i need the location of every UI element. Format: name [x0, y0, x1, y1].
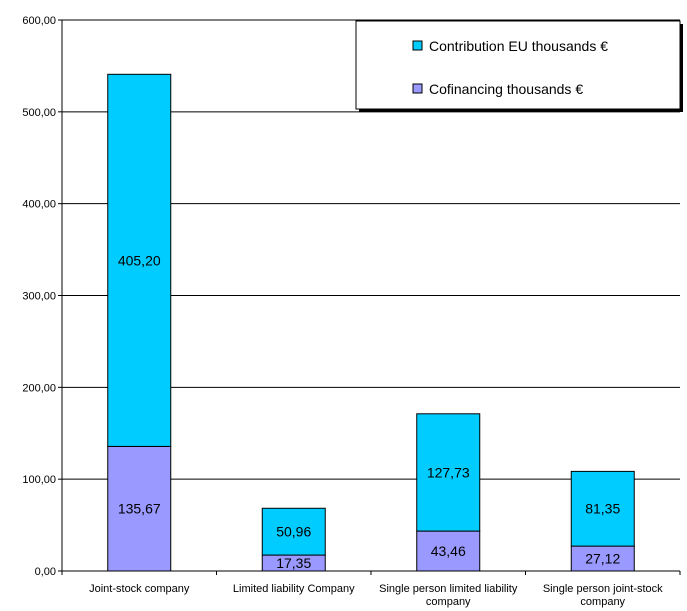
y-axis-ticks: 0,00 100,00 200,00 300,00 400,00 500,00 600,00 — [22, 15, 62, 578]
y-tick-label: 200,00 — [22, 382, 56, 394]
x-axis-labels: Joint-stock company Limited liability Com… — [61, 571, 681, 608]
data-label: 81,35 — [585, 501, 620, 517]
y-tick-label: 400,00 — [22, 199, 56, 211]
legend-label: Cofinancing thousands € — [429, 81, 583, 97]
legend-label: Contribution EU thousands € — [429, 38, 608, 54]
data-label: 50,96 — [276, 524, 311, 540]
bar-segment — [570, 470, 635, 547]
x-category-label: Limited liability Company — [233, 583, 355, 595]
y-tick-label: 0,00 — [35, 566, 56, 578]
x-category-label: Single person limited liability company — [379, 583, 518, 608]
bar-segment — [416, 413, 481, 532]
x-category-label: Single person joint-stock company — [543, 583, 663, 608]
data-label: 17,35 — [276, 555, 311, 571]
bar-segment — [261, 507, 326, 556]
y-tick-label: 600,00 — [22, 15, 56, 27]
bar-segment — [107, 73, 172, 447]
y-tick-label: 300,00 — [22, 291, 56, 303]
data-label: 405,20 — [118, 252, 161, 268]
bars: 135,67 405,20 17,35 50,96 43,46 127,73 27,12 81… — [107, 73, 635, 572]
data-label: 135,67 — [118, 501, 161, 517]
y-tick-label: 100,00 — [22, 474, 56, 486]
legend-swatch — [412, 40, 423, 51]
legend-box — [355, 20, 681, 110]
legend: Contribution EU thousands € Cofinancing t… — [355, 20, 683, 112]
data-label: 43,46 — [431, 543, 466, 559]
legend-swatch — [412, 83, 423, 94]
x-category-label: Joint-stock company — [89, 583, 190, 595]
data-label: 27,12 — [585, 551, 620, 567]
y-tick-label: 500,00 — [22, 107, 56, 119]
data-label: 127,73 — [427, 464, 470, 480]
